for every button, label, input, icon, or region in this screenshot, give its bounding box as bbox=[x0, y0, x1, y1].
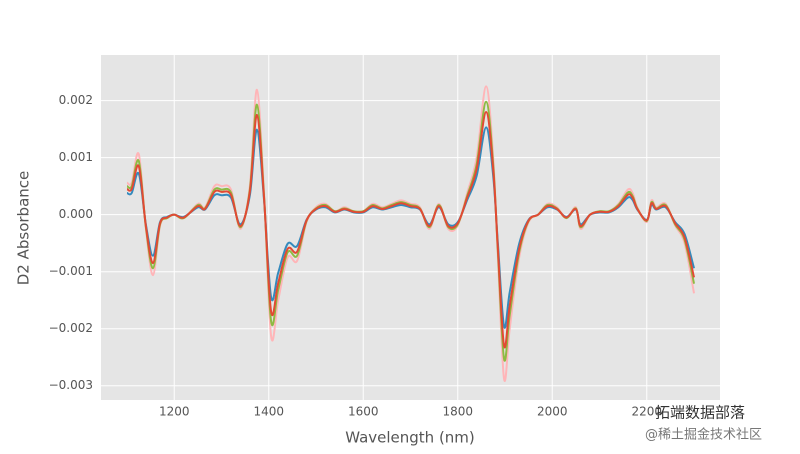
y-tick-label: 0.002 bbox=[59, 93, 93, 107]
x-tick-label: 1800 bbox=[442, 405, 473, 419]
y-tick-label: 0.000 bbox=[59, 207, 93, 221]
x-tick-label: 1600 bbox=[348, 405, 379, 419]
y-tick-label: 0.001 bbox=[59, 150, 93, 164]
y-tick-label: −0.002 bbox=[49, 321, 93, 335]
lines bbox=[126, 85, 695, 382]
y-tick-label: −0.003 bbox=[49, 378, 93, 392]
x-tick-label: 1200 bbox=[159, 405, 190, 419]
y-axis-label: D2 Absorbance bbox=[15, 171, 33, 286]
watermark: @稀土掘金技术社区 bbox=[645, 427, 762, 443]
y-tick-label: −0.001 bbox=[49, 264, 93, 278]
watermark: 拓端数据部落 bbox=[655, 404, 745, 422]
x-tick-label: 2200 bbox=[631, 405, 662, 419]
spectrum-line bbox=[126, 111, 695, 349]
x-tick-label: 2000 bbox=[537, 405, 568, 419]
x-axis-label: Wavelength (nm) bbox=[345, 429, 475, 447]
grid bbox=[101, 55, 720, 400]
x-tick-label: 1400 bbox=[253, 405, 284, 419]
plot-area bbox=[101, 55, 720, 400]
